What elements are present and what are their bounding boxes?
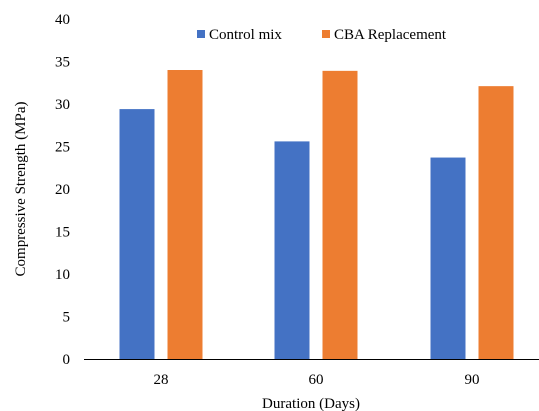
x-tick-label: 60: [309, 372, 324, 388]
x-tick-label: 90: [465, 372, 480, 388]
legend-label-control-mix: Control mix: [209, 27, 282, 43]
bar-cba-replacement-28: [167, 70, 203, 359]
y-tick-label: 35: [55, 55, 70, 71]
x-axis-title: Duration (Days): [262, 396, 360, 411]
bars: [119, 70, 514, 360]
bar-control-mix-28: [119, 109, 155, 359]
legend-label-cba-replacement: CBA Replacement: [334, 27, 447, 43]
y-tick-label: 30: [55, 97, 70, 113]
y-tick-label: 15: [55, 225, 70, 241]
y-tick-label: 0: [63, 352, 71, 368]
y-axis-title: Compressive Strength (MPa): [13, 102, 29, 277]
bar-control-mix-90: [430, 157, 466, 359]
y-tick-label: 20: [55, 182, 70, 198]
y-axis-ticks: 0 5 10 15 20 25 30 35 40: [55, 12, 70, 368]
y-tick-label: 10: [55, 267, 70, 283]
legend: Control mix CBA Replacement: [197, 27, 447, 43]
x-tick-label: 28: [154, 372, 169, 388]
y-tick-label: 5: [63, 310, 71, 326]
bar-control-mix-60: [274, 141, 310, 359]
legend-swatch-cba-replacement: [322, 30, 330, 38]
y-tick-label: 40: [55, 12, 70, 28]
legend-swatch-control-mix: [197, 30, 205, 38]
bar-cba-replacement-60: [322, 70, 358, 359]
x-axis-ticks: 28 60 90: [154, 372, 480, 388]
bar-cba-replacement-90: [478, 86, 514, 360]
y-tick-label: 25: [55, 140, 70, 156]
